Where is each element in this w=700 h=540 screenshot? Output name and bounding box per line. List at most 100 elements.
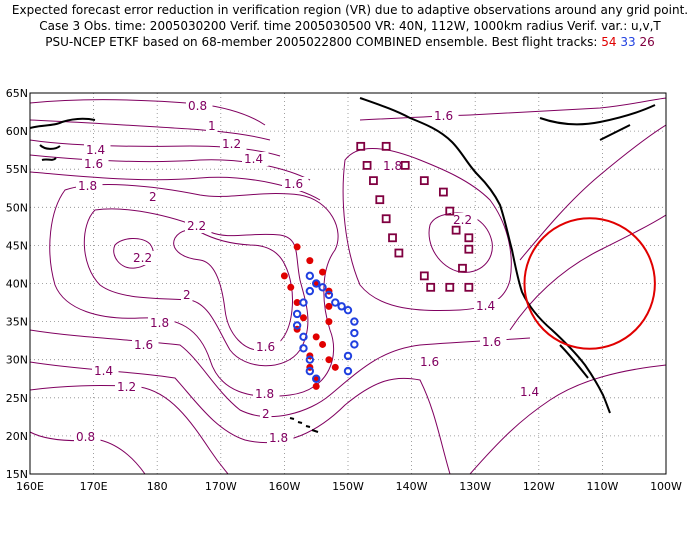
contour-label: 1.4 xyxy=(520,385,539,399)
lon-tick-label: 170W xyxy=(205,480,237,493)
track-blue-ring xyxy=(331,298,340,307)
north-america-coast xyxy=(359,97,656,414)
contour-label-bg xyxy=(418,355,445,369)
track-red-dot xyxy=(319,340,327,348)
contour-label: 1.4 xyxy=(476,299,495,313)
lat-tick-label: 40N xyxy=(6,278,28,291)
contour-1.2-north xyxy=(30,139,281,157)
contour-label-bg xyxy=(132,338,159,352)
lon-tick-label: 160W xyxy=(268,480,300,493)
contour-label: 1.6 xyxy=(134,338,153,352)
track-red-label: 54 xyxy=(601,35,617,49)
contour-label-bg xyxy=(186,99,213,113)
flight-track-purple xyxy=(356,141,474,292)
lat-tick-label: 45N xyxy=(6,239,28,252)
track-blue-ring xyxy=(350,317,359,326)
track-purple-square xyxy=(375,195,385,205)
contour-label-bg xyxy=(451,213,478,227)
track-red-dot xyxy=(312,382,320,390)
contour-1.6-east-band-2 xyxy=(509,214,666,331)
contour-label: 2.2 xyxy=(453,213,472,227)
lat-tick-label: 20N xyxy=(6,430,28,443)
contour-label: 1.8 xyxy=(269,431,288,445)
lon-tick-label: 120W xyxy=(523,480,555,493)
contour-label: 1.8 xyxy=(255,387,274,401)
contour-1.4-east-band xyxy=(519,124,666,261)
verification-region-circle xyxy=(523,217,656,350)
track-blue-ring xyxy=(292,309,302,319)
contour-label-bg xyxy=(432,109,459,123)
lon-tick-label: 180 xyxy=(147,480,168,493)
lon-tick-label: 170E xyxy=(80,480,108,493)
track-red-dot xyxy=(325,302,333,310)
track-purple-square xyxy=(458,263,467,273)
contour-label-bg xyxy=(242,152,269,166)
contour-label: 1.6 xyxy=(284,177,303,191)
contour-label-bg xyxy=(148,316,175,330)
track-blue-ring xyxy=(350,328,359,338)
contour-label-bg xyxy=(115,380,142,394)
track-red-dot xyxy=(287,283,295,291)
lon-tick-label: 110W xyxy=(586,480,618,493)
title-line-2: Case 3 Obs. time: 2005030200 Verif. time… xyxy=(39,19,661,33)
contour-1.2-south xyxy=(30,385,229,474)
track-blue-ring xyxy=(305,355,315,364)
contour-label-bg xyxy=(282,177,309,191)
contour-labels: 0.811.21.41.61.822.22.221.81.61.41.20.81… xyxy=(74,99,545,445)
contour-1.6-east-band xyxy=(469,364,666,474)
track-red-dot xyxy=(325,318,333,326)
lon-tick-label: 160E xyxy=(16,480,44,493)
track-blue-ring xyxy=(343,305,353,315)
contour-label-bg xyxy=(267,431,294,445)
contour-label: 0.8 xyxy=(188,99,207,113)
contour-label: 1.6 xyxy=(434,109,453,123)
contour-label: 1.2 xyxy=(222,137,241,151)
track-red-dot xyxy=(312,333,320,341)
contour-label-bg xyxy=(220,137,247,151)
lat-tick-label: 55N xyxy=(6,163,28,176)
track-purple-square xyxy=(369,176,378,186)
track-purple-square xyxy=(464,282,474,292)
track-purple-square xyxy=(381,214,391,224)
track-blue-ring xyxy=(337,302,346,311)
contour-label-bg xyxy=(260,407,272,421)
contour-2.2-center xyxy=(173,229,293,351)
hawaii-islands xyxy=(289,417,319,433)
contour-lines xyxy=(30,97,666,474)
lat-tick-label: 25N xyxy=(6,392,28,405)
contour-label: 1.8 xyxy=(150,316,169,330)
contour-label: 1.8 xyxy=(78,179,97,193)
contour-label: 1.4 xyxy=(244,152,263,166)
contour-1.8-main xyxy=(49,184,339,397)
track-purple-square xyxy=(438,187,448,197)
longitude-labels: 160E 170E 180 170W 160W 150W 140W 130W 120W 110W 1… xyxy=(16,480,682,493)
contour-1.4-south xyxy=(30,361,451,474)
contour-label: 1.2 xyxy=(117,380,136,394)
contour-label: 1.8 xyxy=(383,159,402,173)
contour-0.8-north xyxy=(30,99,266,126)
track-blue-ring xyxy=(312,374,321,383)
lon-tick-label: 100W xyxy=(650,480,682,493)
contour-label-bg xyxy=(480,335,507,349)
contour-label: 0.8 xyxy=(76,430,95,444)
lat-tick-label: 50N xyxy=(6,201,28,214)
lat-tick-label: 15N xyxy=(6,468,28,481)
track-purple-square xyxy=(356,141,366,151)
track-blue-ring xyxy=(305,366,315,376)
track-blue-ring xyxy=(343,366,353,376)
lat-tick-label: 65N xyxy=(6,87,28,100)
track-purple-square xyxy=(445,282,455,292)
alaska-coast xyxy=(30,117,96,161)
contour-label: 1 xyxy=(208,119,216,133)
title-line-1: Expected forecast error reduction in ver… xyxy=(11,3,689,17)
contour-label-bg xyxy=(147,190,159,204)
track-purple-square xyxy=(419,271,429,281)
contour-1.8-east xyxy=(342,147,512,312)
lat-tick-label: 35N xyxy=(6,316,28,329)
contour-label: 2 xyxy=(183,288,191,302)
contour-label-bg xyxy=(181,288,193,302)
contour-label-bg xyxy=(131,251,158,265)
contour-1.6-east xyxy=(359,97,666,121)
track-blue-ring xyxy=(324,290,334,300)
